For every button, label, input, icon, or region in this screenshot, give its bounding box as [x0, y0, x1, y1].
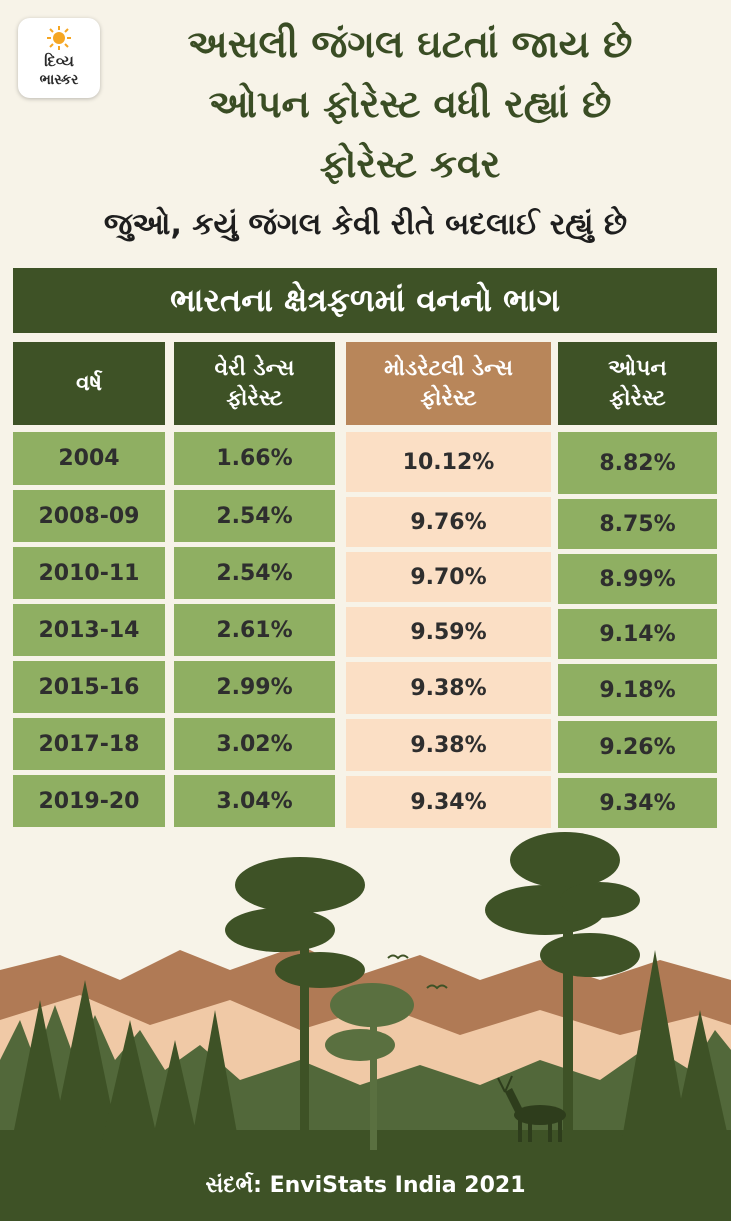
cell-moderately-dense: 9.76% [346, 497, 551, 547]
cell-very-dense: 1.66% [174, 432, 335, 485]
table-banner: ભારતના ક્ષેત્રફળમાં વનનો ભાગ [13, 268, 717, 333]
header-open-line1: ઓપન [608, 355, 667, 381]
cell-moderately-dense: 9.38% [346, 662, 551, 714]
cell-moderately-dense: 9.59% [346, 607, 551, 657]
birds [387, 954, 448, 990]
deer-silhouette [497, 1075, 566, 1142]
header-open: ઓપન ફોરેસ્ટ [558, 342, 717, 425]
cell-very-dense: 2.99% [174, 661, 335, 713]
mid-tree [325, 983, 414, 1150]
header-moderately-dense-line1: મોડરેટલી ડેન્સ [384, 355, 513, 381]
cell-year: 2019-20 [13, 775, 165, 827]
cell-year: 2004 [13, 432, 165, 485]
header-moderately-dense-line2: ફોરેસ્ટ [420, 385, 477, 411]
forest-landscape-illustration [0, 832, 731, 1221]
header-year: વર્ષ [13, 342, 165, 425]
cell-year: 2017-18 [13, 718, 165, 770]
cell-open: 9.26% [558, 721, 717, 773]
headline-line-3: ફોરેસ્ટ કવર [319, 142, 501, 186]
tall-tree-right [485, 832, 640, 1150]
header-year-label: વર્ષ [75, 370, 102, 396]
header-very-dense-line1: વેરી ડેન્સ [214, 355, 295, 381]
cell-very-dense: 3.04% [174, 775, 335, 827]
cell-very-dense: 2.54% [174, 490, 335, 542]
logo: દિવ્ય ભાસ્કર [18, 18, 100, 98]
cell-moderately-dense: 9.34% [346, 776, 551, 828]
cell-moderately-dense: 9.38% [346, 719, 551, 771]
source-credit: સંદર્ભ: EnviStats India 2021 [205, 1173, 526, 1198]
tall-tree-left [225, 857, 365, 1150]
cell-open: 8.82% [558, 432, 717, 494]
cell-open: 8.99% [558, 554, 717, 604]
sun-icon [47, 26, 71, 50]
header-very-dense-line2: ફોરેસ્ટ [226, 385, 283, 411]
header-open-line2: ફોરેસ્ટ [609, 385, 666, 411]
cell-year: 2008-09 [13, 490, 165, 542]
logo-text-line2: ભાસ્કર [39, 72, 79, 88]
logo-text-line1: દિવ્ય [44, 52, 74, 70]
subtitle: જુઓ, કયું જંગલ કેવી રીતે બદલાઈ રહ્યું છે [103, 207, 628, 242]
cell-very-dense: 2.54% [174, 547, 335, 599]
headline-line-2: ઓપન ફોરેસ્ટ વધી રહ્યાં છે [208, 82, 612, 126]
header-very-dense: વેરી ડેન્સ ફોરેસ્ટ [174, 342, 335, 425]
cell-moderately-dense: 10.12% [346, 432, 551, 492]
cell-very-dense: 3.02% [174, 718, 335, 770]
cell-open: 8.75% [558, 499, 717, 549]
right-pine-trees [620, 950, 731, 1150]
left-pine-trees [10, 980, 240, 1150]
cell-year: 2013-14 [13, 604, 165, 656]
cell-open: 9.34% [558, 778, 717, 828]
cell-open: 9.14% [558, 609, 717, 659]
cell-year: 2015-16 [13, 661, 165, 713]
cell-open: 9.18% [558, 664, 717, 716]
cell-year: 2010-11 [13, 547, 165, 599]
headline-line-1: અસલી જંગલ ઘટતાં જાય છે [187, 22, 633, 66]
cell-very-dense: 2.61% [174, 604, 335, 656]
cell-moderately-dense: 9.70% [346, 552, 551, 602]
header-moderately-dense: મોડરેટલી ડેન્સ ફોરેસ્ટ [346, 342, 551, 425]
